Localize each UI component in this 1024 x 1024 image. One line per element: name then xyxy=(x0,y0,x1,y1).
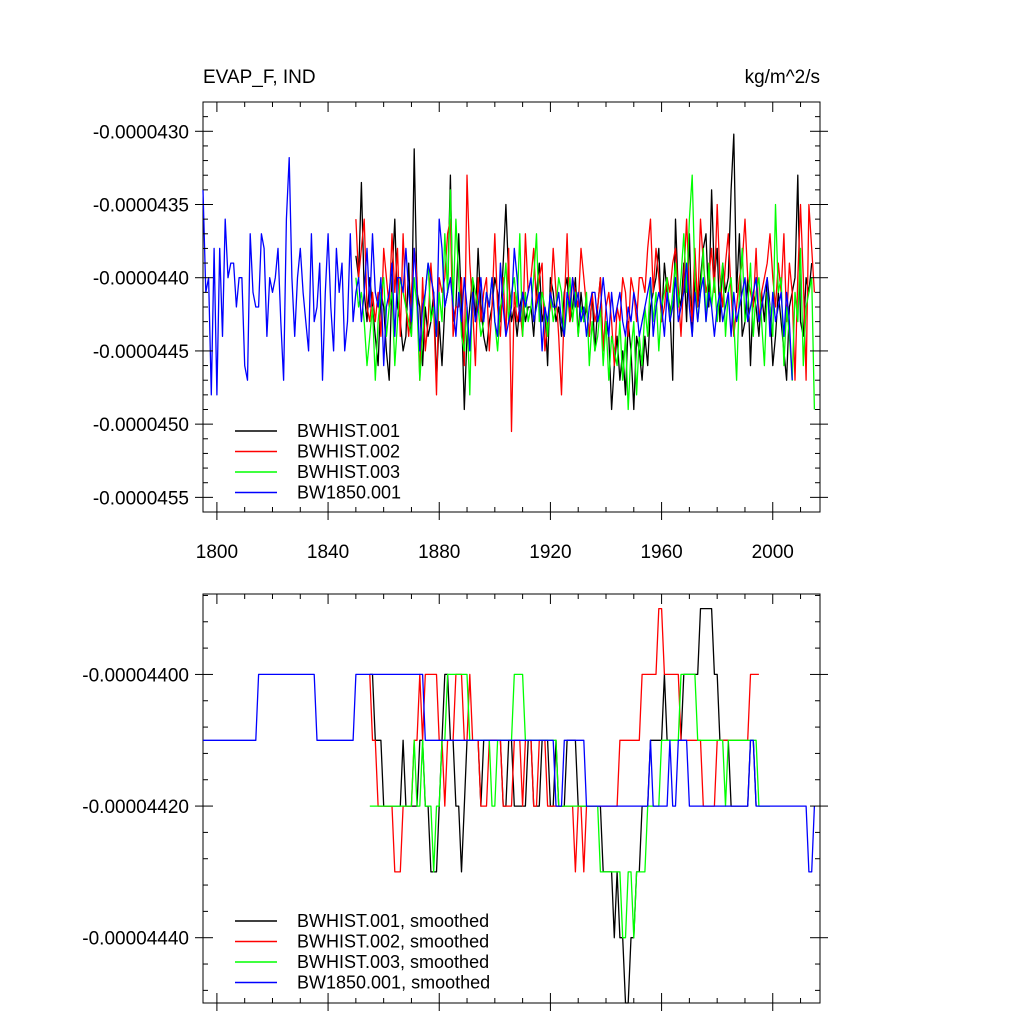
y-tick-label: -0.0000455 xyxy=(93,488,189,509)
series-line-bottom-4 xyxy=(203,673,816,873)
y-tick-label: -0.00004440 xyxy=(82,929,189,950)
legend-label: BW1850.001, smoothed xyxy=(297,973,490,993)
x-tick-label: 1880 xyxy=(418,542,460,563)
x-tick-label: 1960 xyxy=(640,542,682,563)
chart-title: EVAP_F, IND xyxy=(203,67,316,88)
units-label: kg/m^2/s xyxy=(745,67,820,88)
bottom-plot-frame xyxy=(202,593,821,1004)
bottom-series-group xyxy=(203,607,816,1004)
y-tick-label: -0.0000440 xyxy=(93,269,189,290)
y-tick-label: -0.0000445 xyxy=(93,342,189,363)
top-series-group xyxy=(202,133,816,433)
series-line-top-3 xyxy=(355,174,816,411)
legend-label: BWHIST.002 xyxy=(297,442,400,462)
top-panel: EVAP_F, IND kg/m^2/s 1800 1840 1880 1920 196… xyxy=(93,67,828,563)
top-axes: 1800 1840 1880 1920 1960 2000 -0.0000430 -0.000… xyxy=(93,101,828,563)
legend-label: BWHIST.003, smoothed xyxy=(297,952,489,972)
legend-label: BWHIST.003 xyxy=(297,462,400,482)
legend-label: BWHIST.001 xyxy=(297,421,400,441)
legend-label: BW1850.001 xyxy=(297,483,401,503)
x-tick-label: 2000 xyxy=(752,542,794,563)
bottom-axes: -0.00004400 -0.00004420 -0.00004440 xyxy=(82,594,828,1011)
bottom-panel: -0.00004400 -0.00004420 -0.00004440 BWHIST… xyxy=(82,593,828,1011)
y-tick-label: -0.0000435 xyxy=(93,196,189,217)
x-tick-label: 1920 xyxy=(529,542,571,563)
legend-label: BWHIST.002, smoothed xyxy=(297,932,489,952)
series-line-top-4 xyxy=(202,156,793,396)
y-tick-label: -0.0000450 xyxy=(93,415,189,436)
y-tick-label: -0.0000430 xyxy=(93,122,189,143)
y-tick-label: -0.00004420 xyxy=(82,797,189,818)
y-tick-label: -0.00004400 xyxy=(82,665,189,686)
x-tick-label: 1840 xyxy=(307,542,349,563)
series-line-bottom-3 xyxy=(369,673,770,939)
x-tick-label: 1800 xyxy=(196,542,238,563)
legend-label: BWHIST.001, smoothed xyxy=(297,911,489,931)
